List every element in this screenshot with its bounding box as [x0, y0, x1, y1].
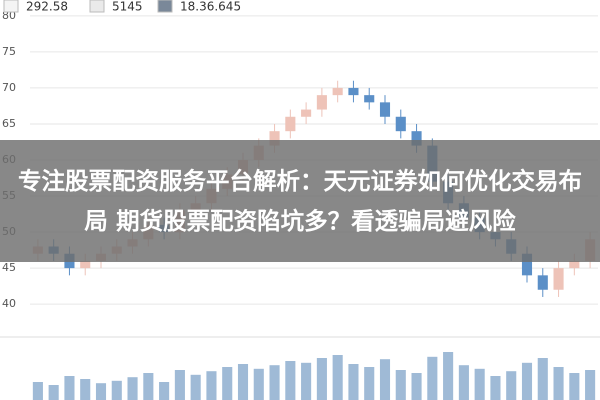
volume-bar — [206, 371, 217, 400]
volume-bar — [332, 355, 343, 400]
candle-body — [348, 87, 359, 96]
volume-bar — [143, 373, 154, 400]
volume-bar — [269, 365, 280, 400]
y-tick-label: 45 — [2, 261, 16, 274]
header-value: 18.36.645 — [180, 0, 241, 14]
volume-bar — [537, 358, 548, 400]
candle-body — [569, 260, 580, 269]
candle-body — [80, 260, 91, 269]
volume-bar — [427, 356, 438, 400]
volume-bar — [585, 370, 596, 400]
candle-body — [316, 95, 327, 110]
volume-bar — [458, 365, 469, 400]
volume-bar — [174, 370, 185, 400]
y-tick-label: 70 — [2, 81, 16, 94]
y-tick-label: 65 — [2, 117, 16, 130]
y-tick-label: 40 — [2, 297, 16, 310]
volume-bar — [32, 382, 43, 400]
volume-bar — [521, 362, 533, 400]
volume-bar — [285, 361, 296, 400]
volume-bar — [127, 377, 138, 400]
volume-bar — [490, 376, 501, 400]
volume-bar — [222, 367, 233, 400]
volume-bar — [553, 367, 564, 400]
volume-bar — [111, 380, 122, 400]
volume-bar — [95, 383, 107, 400]
header-swatch — [157, 0, 173, 13]
candle-body — [301, 109, 312, 117]
candle-body — [521, 253, 533, 276]
volume-bar — [253, 368, 264, 400]
header-swatch — [3, 0, 19, 13]
header-value: 292.58 — [26, 0, 68, 14]
volume-bar — [316, 358, 327, 400]
volume-bar — [379, 359, 391, 400]
candle-body — [553, 268, 564, 290]
volume-bar — [395, 370, 406, 400]
candle-body — [379, 102, 391, 117]
candle-body — [285, 116, 296, 132]
title: 专注股票配资服务平台解析：天元证券如何优化交易布局 期货股票配资陷坑多？看透骗局… — [18, 167, 582, 235]
volume-bar — [190, 374, 201, 400]
volume-bar — [48, 385, 59, 400]
volume-bar — [506, 371, 517, 400]
volume-bar — [159, 382, 170, 400]
volume-bar — [474, 368, 485, 400]
volume-bar — [443, 352, 454, 400]
volume-bar — [80, 379, 91, 400]
candle-body — [269, 131, 280, 146]
volume-bar — [411, 373, 422, 400]
volume-bar — [237, 364, 249, 400]
y-tick-label: 75 — [2, 45, 16, 58]
candle-body — [364, 95, 375, 103]
candle-body — [537, 275, 548, 290]
volume-bar — [348, 364, 359, 400]
header-swatch — [89, 0, 105, 13]
candle-body — [332, 87, 343, 96]
volume-bar — [301, 362, 312, 400]
header-value: 5145 — [112, 0, 143, 14]
title-banner: 专注股票配资服务平台解析：天元证券如何优化交易布局 期货股票配资陷坑多？看透骗局… — [0, 140, 600, 262]
volume-bar — [569, 373, 580, 400]
volume-bar — [364, 367, 375, 400]
candle-body — [411, 131, 422, 146]
volume-bar — [64, 376, 75, 400]
candle-body — [395, 116, 406, 132]
